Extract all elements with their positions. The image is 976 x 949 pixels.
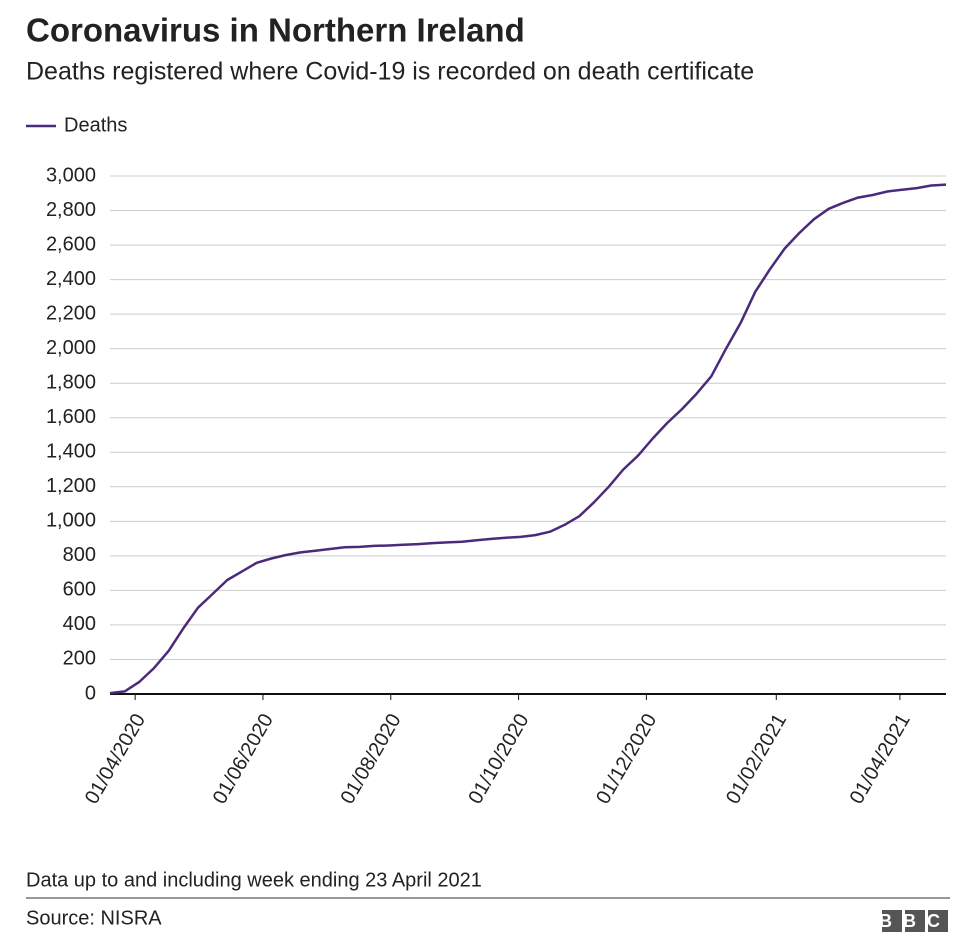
x-tick-label: 01/10/2020 [464, 710, 533, 808]
y-tick-label: 2,000 [46, 337, 96, 359]
note: Data up to and including week ending 23 … [26, 869, 482, 891]
y-tick-label: 2,600 [46, 233, 96, 255]
logo-text: BBC [879, 911, 951, 931]
x-tick-label: 01/04/2021 [846, 710, 915, 808]
x-tick-label: 01/08/2020 [337, 710, 406, 808]
y-tick-label: 1,800 [46, 371, 96, 393]
y-tick-label: 2,400 [46, 268, 96, 290]
y-tick-label: 600 [63, 579, 96, 601]
logo: BBC [879, 910, 951, 932]
y-tick-label: 1,200 [46, 475, 96, 497]
x-tick-label: 01/02/2021 [722, 710, 791, 808]
x-tick-label: 01/06/2020 [209, 710, 278, 808]
y-tick-label: 200 [63, 648, 96, 670]
y-tick-label: 0 [85, 682, 96, 704]
y-tick-label: 2,200 [46, 302, 96, 324]
chart-subtitle: Deaths registered where Covid-19 is reco… [26, 58, 754, 86]
source: Source: NISRA [26, 907, 162, 929]
y-tick-label: 400 [63, 613, 96, 635]
y-tick-label: 1,600 [46, 406, 96, 428]
y-tick-label: 2,800 [46, 199, 96, 221]
x-tick-label: 01/04/2020 [81, 710, 150, 808]
y-tick-label: 800 [63, 544, 96, 566]
line [109, 183, 947, 695]
x-tick-label: 01/12/2020 [592, 710, 661, 808]
legend-label: Deaths [64, 114, 127, 136]
chart-title: Coronavirus in Northern Ireland [26, 12, 525, 49]
y-tick-label: 3,000 [46, 164, 96, 186]
y-tick-label: 1,000 [46, 510, 96, 532]
y-tick-label: 1,400 [46, 441, 96, 463]
